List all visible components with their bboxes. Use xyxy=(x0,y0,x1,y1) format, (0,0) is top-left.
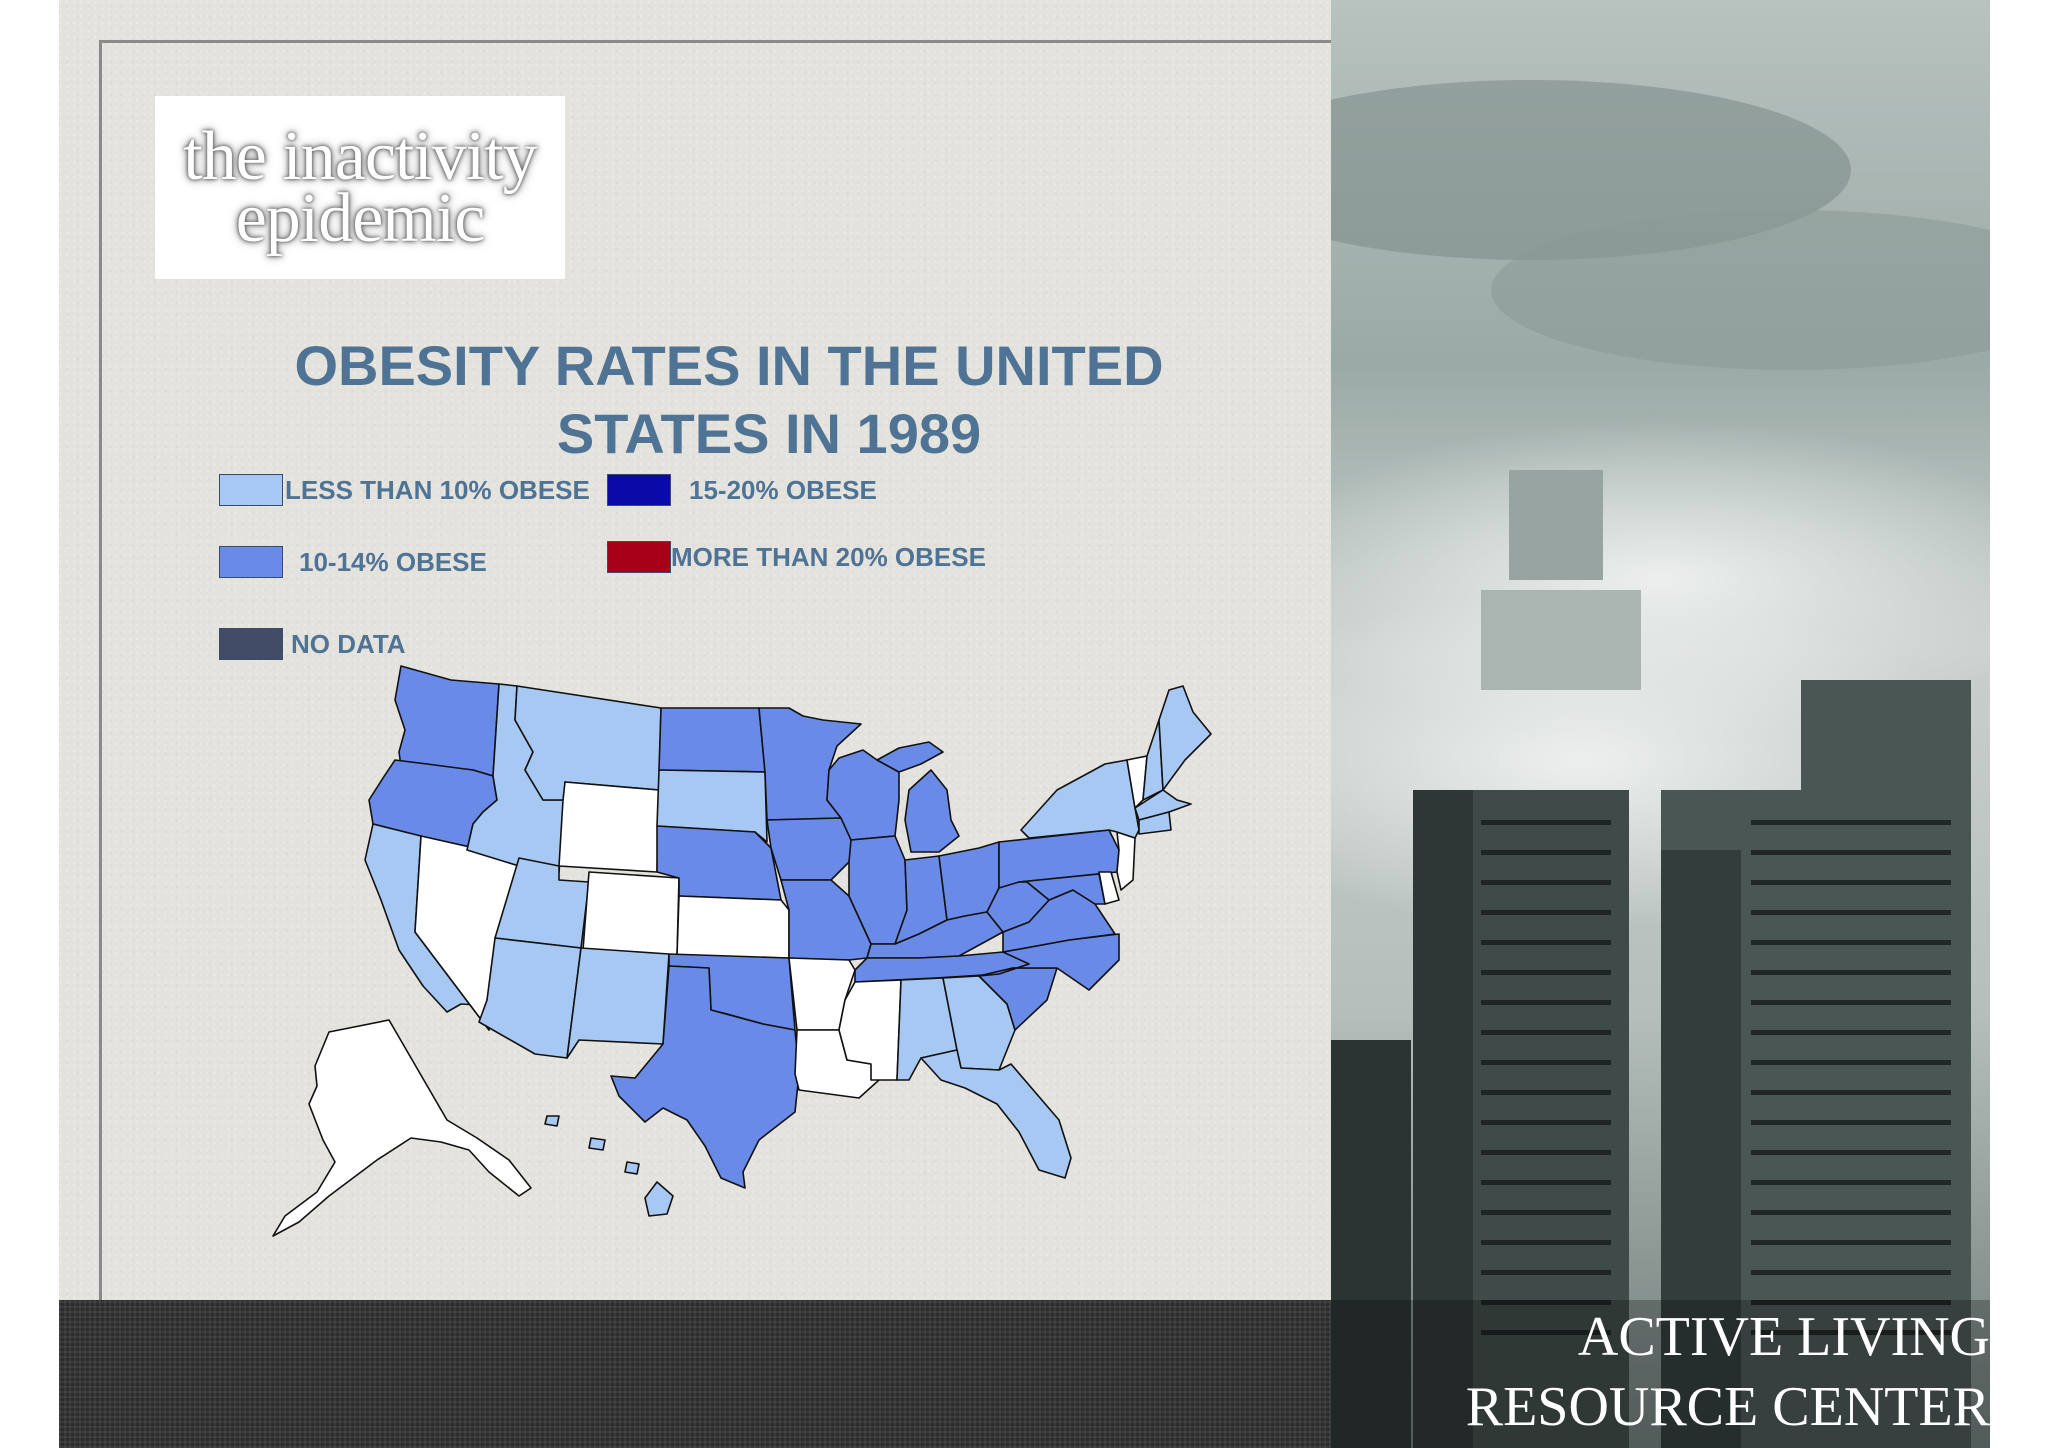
distant-tower xyxy=(1509,470,1603,580)
distant-tower xyxy=(1481,590,1641,690)
state-michigan[interactable] xyxy=(904,769,960,853)
state-kansas[interactable] xyxy=(676,895,790,959)
city-fog-photo xyxy=(1331,0,1990,1448)
state-michigan-upper[interactable] xyxy=(876,741,944,773)
legend-label-10-14: 10-14% OBESE xyxy=(299,546,487,577)
tower-lower-left xyxy=(1331,1040,1411,1448)
legend-label-15-20: 15-20% OBESE xyxy=(689,474,877,505)
org-name: ACTIVE LIVING RESOURCE CENTER xyxy=(1466,1302,1990,1442)
state-hawaii-maui[interactable] xyxy=(624,1161,640,1175)
logo-line-1: the inactivity xyxy=(183,117,537,195)
legend-item-more-than-20: MORE THAN 20% OBESE xyxy=(607,541,986,573)
state-washington[interactable] xyxy=(394,665,500,777)
tower-right-top xyxy=(1801,680,1971,800)
state-texas[interactable] xyxy=(610,965,800,1189)
logo: the inactivity epidemic xyxy=(155,96,565,279)
state-wisconsin[interactable] xyxy=(826,749,900,841)
legend-item-less-than-10: LESS THAN 10% OBESE xyxy=(219,474,590,506)
state-delaware[interactable] xyxy=(1098,871,1120,905)
state-minnesota[interactable] xyxy=(758,707,862,821)
state-mississippi[interactable] xyxy=(838,979,902,1081)
photo-panel: ACTIVE LIVING RESOURCE CENTER xyxy=(1331,0,1990,1448)
state-iowa[interactable] xyxy=(766,817,854,881)
window-rows xyxy=(1481,820,1951,1335)
org-name-line-1: ACTIVE LIVING xyxy=(1577,1306,1990,1368)
legend-swatch-less-than-10 xyxy=(219,474,283,506)
legend-item-15-20: 15-20% OBESE xyxy=(607,474,877,506)
frame-line xyxy=(99,40,1331,1300)
state-new-jersey[interactable] xyxy=(1116,831,1136,891)
tower-right-side xyxy=(1661,850,1741,1448)
bottom-band xyxy=(59,1300,1331,1448)
cloud xyxy=(1491,210,1990,370)
state-north-dakota[interactable] xyxy=(658,707,766,773)
state-connecticut[interactable] xyxy=(1138,811,1172,835)
legend-swatch-10-14 xyxy=(219,546,283,578)
state-hawaii[interactable] xyxy=(644,1181,674,1217)
state-hawaii-kauai[interactable] xyxy=(544,1115,560,1127)
state-new-mexico[interactable] xyxy=(566,947,670,1059)
photo-bottom-shade xyxy=(1331,1300,1990,1448)
state-maine[interactable] xyxy=(1158,685,1212,791)
legend-swatch-15-20 xyxy=(607,474,671,506)
state-new-york[interactable] xyxy=(1020,759,1140,839)
state-wyoming[interactable] xyxy=(558,781,660,873)
legend-label-no-data: NO DATA xyxy=(291,628,406,659)
legend-item-10-14: 10-14% OBESE xyxy=(219,546,487,578)
state-alaska[interactable] xyxy=(272,1019,532,1237)
tower-left-side xyxy=(1413,790,1473,1448)
legend-item-no-data: NO DATA xyxy=(219,628,406,660)
us-map xyxy=(272,665,1212,1237)
state-montana[interactable] xyxy=(514,685,662,801)
legend-swatch-no-data xyxy=(219,628,283,660)
map-title-line-2: STATES IN 1989 xyxy=(556,402,982,465)
legend-label-less-than-10: LESS THAN 10% OBESE xyxy=(285,474,590,505)
left-panel: the inactivity epidemic OBESITY RATES IN… xyxy=(59,0,1331,1300)
org-name-line-2: RESOURCE CENTER xyxy=(1465,1376,1990,1438)
state-colorado[interactable] xyxy=(582,871,680,957)
state-arizona[interactable] xyxy=(478,937,582,1059)
slide: the inactivity epidemic OBESITY RATES IN… xyxy=(59,0,1990,1448)
logo-line-2: epidemic xyxy=(235,179,486,257)
legend-label-more-than-20: MORE THAN 20% OBESE xyxy=(671,541,986,572)
map-title: OBESITY RATES IN THE UNITED STATES IN 19… xyxy=(229,332,1229,468)
state-hawaii-oahu[interactable] xyxy=(588,1137,606,1151)
legend-swatch-more-than-20 xyxy=(607,541,671,573)
map-title-line-1: OBESITY RATES IN THE UNITED xyxy=(294,334,1164,397)
state-florida[interactable] xyxy=(920,1049,1072,1179)
